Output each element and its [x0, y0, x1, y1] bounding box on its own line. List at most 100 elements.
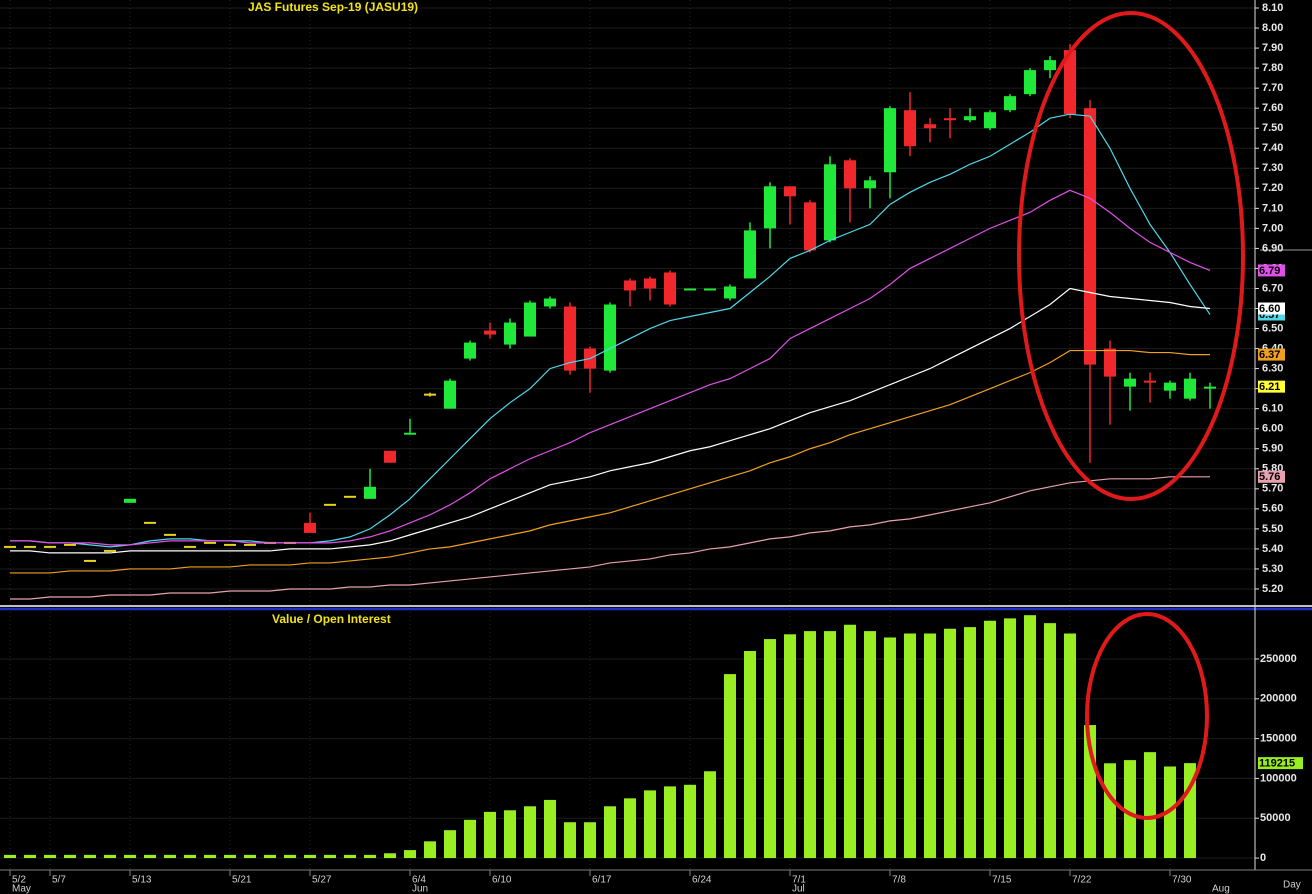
bar: [1064, 633, 1076, 859]
candle-body: [1204, 386, 1216, 389]
candle-body: [704, 288, 716, 291]
y-tick-label: 0: [1260, 852, 1266, 864]
candle-body: [484, 330, 496, 335]
bar: [804, 631, 816, 859]
y-tick-label: 5.60: [1262, 503, 1283, 515]
x-month-label: Jul: [792, 884, 805, 894]
moving-average-line: [10, 476, 1210, 600]
bar: [824, 631, 836, 859]
bar: [4, 854, 16, 859]
bar: [344, 854, 356, 859]
candle-body: [624, 280, 636, 291]
candle-body: [884, 108, 896, 173]
tag-layer: 5.205.305.405.505.605.705.805.906.006.10…: [12, 2, 1303, 894]
x-tick-label: 6/4: [412, 875, 426, 886]
candle-body: [924, 124, 936, 129]
bar: [784, 634, 796, 859]
bar: [904, 633, 916, 859]
bar: [604, 806, 616, 859]
candle-body: [1104, 348, 1116, 377]
bar: [724, 674, 736, 859]
y-tick-label: 200000: [1260, 693, 1297, 705]
x-tick-label: 5/13: [132, 875, 152, 886]
bar: [1044, 623, 1056, 859]
bar: [264, 854, 276, 859]
bar: [684, 784, 696, 859]
bar: [1184, 763, 1196, 859]
y-tick-label: 5.20: [1262, 583, 1283, 595]
candle-body: [124, 498, 136, 503]
bar: [864, 631, 876, 859]
y-tick-label: 100000: [1260, 772, 1297, 784]
y-tick-label: 5.40: [1262, 543, 1283, 555]
x-month-label: Jun: [412, 884, 428, 894]
x-tick-label: 5/2: [12, 875, 26, 886]
x-month-label: Aug: [1212, 884, 1230, 894]
y-tick-label: 7.40: [1262, 142, 1283, 154]
y-tick-label: 7.50: [1262, 122, 1283, 134]
value-tag: 6.60: [1259, 303, 1280, 315]
last-price-box: [1258, 380, 1285, 393]
bar: [1104, 763, 1116, 859]
bar: [884, 637, 896, 859]
moving-average-line: [10, 349, 1210, 574]
bar: [24, 854, 36, 859]
bar: [744, 651, 756, 859]
y-tick-label: 7.90: [1262, 42, 1283, 54]
candle-body: [1144, 380, 1156, 383]
bar: [1144, 752, 1156, 859]
bar: [484, 811, 496, 859]
candle-body: [604, 304, 616, 371]
bar: [1124, 760, 1136, 859]
y-tick-label: 6.00: [1262, 423, 1283, 435]
bar: [764, 639, 776, 859]
bar: [1004, 618, 1016, 859]
x-month-label: May: [12, 884, 31, 894]
bar: [204, 854, 216, 859]
y-tick-label: 6.50: [1262, 322, 1283, 334]
value-tag-box: [1258, 264, 1285, 277]
y-tick-label: 8.00: [1262, 22, 1283, 34]
bar: [444, 830, 456, 859]
bar: [504, 810, 516, 859]
bar: [364, 854, 376, 859]
value-tag-box: [1258, 348, 1285, 361]
bar: [404, 850, 416, 859]
bar: [424, 841, 436, 859]
candle-body: [764, 186, 776, 229]
candle-body: [1024, 70, 1036, 95]
candle-body: [1164, 382, 1176, 391]
y-tick-label: 6.70: [1262, 282, 1283, 294]
x-tick-label: 6/24: [692, 875, 712, 886]
candle-body: [1184, 378, 1196, 399]
bar: [544, 799, 556, 859]
x-tick-label: 5/21: [232, 875, 252, 886]
candle-body: [1084, 108, 1096, 365]
value-tag: 6.79: [1259, 265, 1280, 277]
x-tick-label: 6/17: [592, 875, 612, 886]
candle-body: [724, 286, 736, 299]
y-tick-label: 8.10: [1262, 2, 1283, 14]
bar: [584, 822, 596, 859]
bar: [324, 854, 336, 859]
bar: [284, 854, 296, 859]
candle-body: [1004, 96, 1016, 111]
last-value-tag: 119215: [1259, 758, 1295, 770]
value-tag-box: [1258, 470, 1285, 483]
candle-body: [644, 278, 656, 289]
bar: [464, 819, 476, 859]
candle-body: [664, 272, 676, 305]
candle-body: [864, 180, 876, 189]
bar: [64, 854, 76, 859]
bar: [304, 854, 316, 859]
bar: [984, 620, 996, 859]
y-tick-label: 250000: [1260, 653, 1297, 665]
bar: [144, 854, 156, 859]
bar: [1024, 615, 1036, 859]
y-tick-label: 5.30: [1262, 563, 1283, 575]
y-tick-label: 6.30: [1262, 363, 1283, 375]
last-price-tag: 6.21: [1259, 381, 1280, 393]
moving-average-line: [10, 189, 1211, 546]
plot-layer: [4, 44, 1216, 859]
